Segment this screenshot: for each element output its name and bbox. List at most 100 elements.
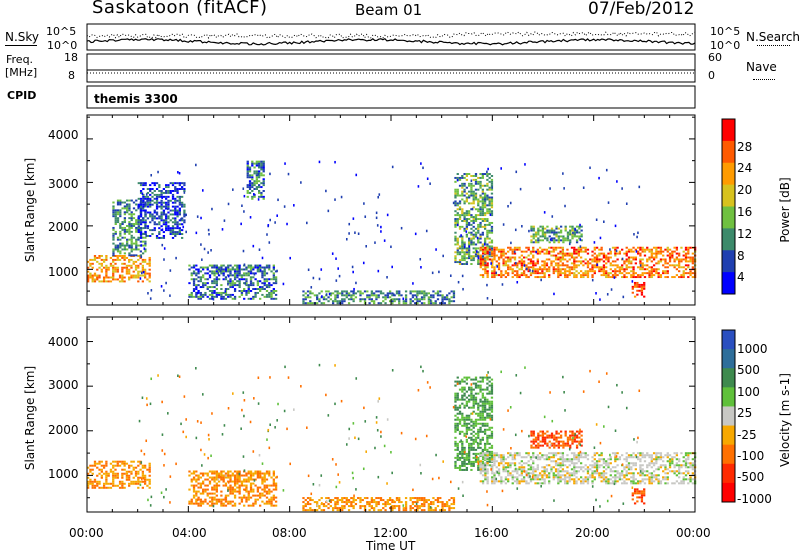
power-echo-cell [636,252,640,255]
power-echo-cell [125,268,129,271]
power-echo-cell [155,197,159,200]
power-echo-cell [559,246,562,249]
velocity-echo-cell [141,464,144,467]
power-echo-cell [625,254,628,257]
velocity-echo-cell [470,442,473,445]
power-echo-cell [534,276,537,279]
power-scatter-cell [242,249,245,253]
velocity-echo-cell [456,418,459,421]
power-echo-cell [262,168,265,171]
power-echo-cell [158,186,161,189]
velocity-echo-cell [456,392,459,395]
power-echo-cell [634,248,637,251]
power-echo-cell [248,182,252,185]
power-echo-cell [618,268,622,271]
power-echo-cell [650,260,653,263]
velocity-echo-cell [461,416,464,419]
power-scatter-cell [150,289,153,292]
velocity-echo-cell [511,470,514,473]
power-echo-cell [363,298,367,301]
velocity-echo-cell [236,490,239,493]
velocity-echo-cell [479,412,482,415]
power-echo-cell [126,242,129,245]
power-echo-cell [655,248,658,251]
power-echo-cell [213,286,216,289]
power-echo-cell [325,298,328,301]
power-echo-cell [529,266,533,269]
power-echo-cell [411,294,415,297]
power-echo-cell [87,260,90,263]
power-echo-cell [502,258,505,261]
power-echo-cell [650,252,653,255]
power-echo-cell [539,229,542,232]
velocity-echo-cell [591,472,594,475]
power-echo-cell [256,268,260,271]
power-echo-cell [130,240,133,243]
power-echo-cell [261,266,264,269]
power-echo-cell [554,254,558,257]
velocity-echo-cell [483,444,487,447]
velocity-echo-cell [304,509,307,512]
power-echo-cell [641,258,644,261]
velocity-echo-cell [573,482,576,485]
power-echo-cell [261,270,264,273]
power-echo-cell [178,223,181,226]
power-echo-cell [248,166,252,169]
power-scatter-cell [400,226,403,230]
power-echo-cell [391,298,394,301]
velocity-echo-cell [575,458,578,461]
velocity-echo-cell [573,480,576,483]
power-echo-cell [561,268,565,271]
power-echo-cell [375,294,378,297]
power-echo-cell [135,246,138,249]
velocity-echo-cell [391,505,394,508]
power-echo-cell [93,272,97,275]
power-echo-cell [246,176,249,179]
power-echo-cell [373,300,376,303]
velocity-echo-cell [458,418,462,421]
power-echo-cell [472,184,475,187]
power-echo-cell [158,184,161,187]
power-echo-cell [621,266,624,269]
velocity-echo-cell [573,452,576,455]
power-echo-cell [468,247,471,250]
velocity-echo-cell [479,384,482,387]
velocity-echo-cell [474,386,478,389]
power-echo-cell [146,211,150,214]
power-echo-cell [366,290,369,293]
velocity-echo-cell [605,464,608,467]
power-echo-cell [167,190,170,192]
power-echo-cell [456,208,459,211]
power-echo-cell [195,264,198,267]
power-echo-cell [638,285,641,288]
power-echo-cell [229,268,232,271]
power-echo-cell [470,237,473,240]
power-echo-cell [513,248,517,251]
power-echo-cell [477,223,480,226]
power-echo-cell [461,192,464,195]
power-echo-cell [486,182,489,185]
velocity-echo-cell [265,478,269,481]
velocity-echo-cell [123,460,126,463]
power-echo-cell [123,228,127,231]
power-echo-cell [411,300,415,303]
power-echo-cell [137,244,140,247]
power-echo-cell [544,235,547,238]
velocity-echo-cell [486,482,489,485]
velocity-echo-cell [336,509,339,512]
power-echo-cell [564,225,567,228]
power-echo-cell [666,254,669,257]
velocity-echo-cell [477,430,480,433]
power-echo-cell [490,247,494,250]
velocity-echo-cell [490,416,494,419]
velocity-echo-cell [190,502,193,505]
power-echo-cell [148,274,151,277]
power-echo-cell [632,272,635,275]
velocity-echo-cell [557,478,560,481]
velocity-echo-cell [545,454,549,457]
power-echo-cell [139,201,142,204]
power-echo-cell [666,246,669,249]
velocity-echo-cell [202,480,205,483]
velocity-echo-cell [520,470,523,473]
power-echo-cell [468,194,471,197]
